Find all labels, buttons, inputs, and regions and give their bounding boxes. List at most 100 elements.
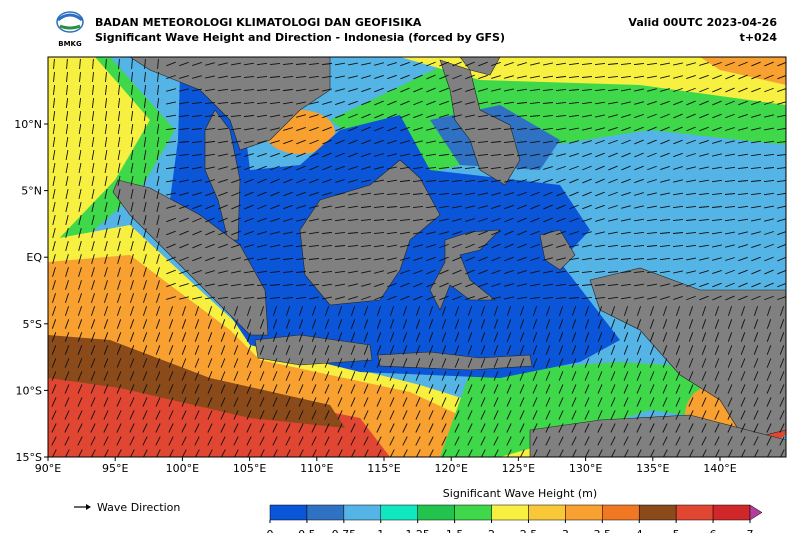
wave-arrow [504,217,514,223]
wave-arrow [607,63,619,65]
wave-arrow [298,384,304,394]
wave-arrow [675,397,681,407]
wave-arrow [244,217,254,223]
wave-arrow [389,423,395,433]
wave-arrow [295,283,307,287]
wave-arrow [337,345,343,355]
wave-arrow [298,345,304,355]
wave-arrow [464,154,476,156]
wave-arrow [217,296,229,300]
colorbar-tick-label: 2.5 [520,528,538,533]
wave-arrow [205,191,215,197]
wave-arrow [103,384,109,394]
wave-arrow [763,179,775,183]
wave-arrow [581,89,593,91]
wave-arrow [467,410,473,420]
wave-arrow [104,189,108,199]
wave-arrow [103,345,109,355]
wave-arrow [117,280,121,290]
wave-arrow [569,231,579,235]
wave-arrow [532,371,538,381]
wave-arrow [426,100,436,106]
wave-arrow [675,423,681,433]
wave-arrow [270,218,280,222]
wave-arrow [363,410,369,420]
wave-arrow [205,166,215,170]
wave-arrow [348,192,358,196]
wave-arrow [623,332,629,342]
wave-arrow [259,332,265,342]
wave-arrow [727,332,733,342]
wave-arrow [363,423,369,433]
wave-arrow [506,410,512,420]
wave-arrow [675,306,681,316]
wave-arrow [376,306,382,316]
wave-arrow [246,358,252,368]
wave-arrow [738,295,748,301]
wave-arrow [519,436,525,446]
wave-arrow [295,63,307,65]
wave-arrow [104,293,108,303]
wave-arrow [478,101,488,105]
wave-arrow [376,423,382,433]
wave-arrow [116,410,122,420]
wave-arrow [452,114,462,118]
wave-arrow [685,192,697,196]
wave-arrow [92,58,94,70]
wave-arrow [610,397,616,407]
wave-arrow [646,257,658,261]
wave-arrow [517,179,527,183]
wave-arrow [104,254,108,264]
wave-arrow [413,127,423,131]
wave-arrow [282,76,294,78]
wave-arrow [77,410,83,420]
wave-arrow [156,189,160,199]
wave-arrow [348,100,358,106]
wave-arrow [400,269,410,275]
wave-arrow [285,384,291,394]
wave-arrow [686,270,696,274]
colorbar-bin [343,504,382,521]
wave-arrow [129,332,135,342]
wave-arrow [751,282,761,288]
wave-arrow [711,231,723,235]
wave-arrow [181,423,187,433]
wave-arrow [257,191,267,197]
wave-arrow [65,97,69,109]
wave-arrow [701,345,707,355]
wave-arrow [334,257,346,261]
wave-arrow [104,110,108,122]
wave-arrow [90,436,96,446]
wave-arrow [230,296,242,300]
wave-arrow [156,241,160,251]
wave-arrow [582,152,592,158]
colorbar-bin [528,504,566,521]
wave-arrow [698,219,710,221]
wave-arrow [712,100,722,106]
wave-arrow [725,153,735,157]
wave-arrow [103,358,109,368]
wave-arrow [725,231,735,235]
wave-arrow [621,114,631,118]
wave-arrow [764,61,774,67]
wave-arrow [311,423,317,433]
lon-label: 110°E [300,462,333,475]
wave-arrow [753,345,759,355]
wave-arrow [633,62,645,66]
wave-arrow [207,397,213,407]
wave-arrow [220,319,226,329]
wave-arrow [555,62,567,66]
title: BADAN METEOROLOGI KLIMATOLOGI DAN GEOFIS… [95,16,422,29]
wave-arrow [740,410,746,420]
wave-arrow [347,245,359,247]
wave-arrow [649,345,655,355]
wave-arrow [166,217,176,223]
wave-arrow [194,345,200,355]
wave-arrow [218,62,228,66]
wave-arrow [156,84,160,96]
wave-arrow [766,306,772,316]
wave-arrow [634,126,644,132]
wave-arrow [584,332,590,342]
wave-arrow [660,139,670,145]
